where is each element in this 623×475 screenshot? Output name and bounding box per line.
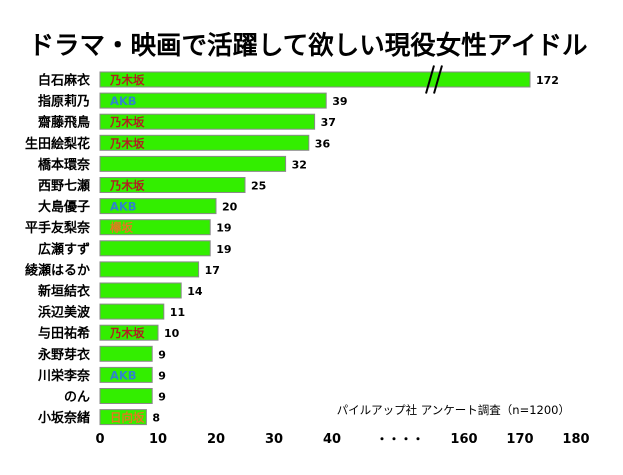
group-label: 乃木坂 xyxy=(109,179,145,193)
category-label: 指原莉乃 xyxy=(38,94,90,110)
bar xyxy=(99,282,182,299)
group-label: 日向坂 xyxy=(110,411,145,425)
chart-title: ドラマ・映画で活躍して欲しい現役女性アイドル xyxy=(29,31,588,61)
group-label: 乃木坂 xyxy=(109,73,145,87)
bar xyxy=(99,240,211,257)
value-label: 19 xyxy=(216,243,231,256)
value-label: 10 xyxy=(164,327,180,340)
category-label: 川栄李奈 xyxy=(37,368,91,384)
bar xyxy=(99,345,153,362)
group-label: AKB xyxy=(110,200,137,214)
x-tick-label: 10 xyxy=(149,432,167,447)
bar xyxy=(99,92,327,109)
bar xyxy=(99,388,153,404)
bar xyxy=(99,409,147,426)
bar xyxy=(99,303,165,320)
axis-break-mark xyxy=(433,65,443,94)
category-label: 綾瀬はるか xyxy=(25,262,90,278)
value-label: 32 xyxy=(292,158,307,171)
value-label: 25 xyxy=(251,180,266,193)
axis-break-label: ・・・・ xyxy=(376,432,424,446)
category-label: 平手友梨奈 xyxy=(25,220,91,236)
bar xyxy=(99,261,200,278)
value-label: 19 xyxy=(216,222,231,235)
group-label: 乃木坂 xyxy=(109,326,145,340)
x-tick-label: 180 xyxy=(562,432,589,447)
value-label: 11 xyxy=(170,306,185,319)
category-label: 橋本環奈 xyxy=(38,157,91,173)
category-label: 広瀬すず xyxy=(38,241,90,257)
value-label: 9 xyxy=(158,391,166,404)
x-tick-label: 20 xyxy=(207,432,225,447)
x-tick-label: 160 xyxy=(450,432,477,447)
category-label: 永野芽衣 xyxy=(37,347,90,363)
category-label: 小坂奈緒 xyxy=(38,410,90,426)
source-note: パイルアップ社 アンケート調査（n=1200） xyxy=(337,403,570,417)
axis-break-mark xyxy=(425,65,435,94)
category-label: 与田祐希 xyxy=(38,326,90,342)
group-label: 乃木坂 xyxy=(109,136,145,150)
bar xyxy=(99,198,217,215)
category-label: のん xyxy=(64,390,90,405)
value-label: 36 xyxy=(315,137,331,150)
bar xyxy=(99,177,246,193)
category-label: 生田絵梨花 xyxy=(25,136,90,152)
value-label: 17 xyxy=(205,264,220,277)
value-label: 39 xyxy=(332,95,347,108)
value-label: 9 xyxy=(158,369,166,382)
category-label: 齋藤飛鳥 xyxy=(37,115,90,131)
group-label: AKB xyxy=(110,94,137,108)
value-label: 20 xyxy=(222,201,238,214)
x-tick-label: 170 xyxy=(506,432,533,447)
category-label: 白石麻衣 xyxy=(38,73,90,89)
group-label: 乃木坂 xyxy=(109,115,145,129)
bar xyxy=(99,71,531,88)
bar xyxy=(99,324,159,341)
value-label: 172 xyxy=(536,74,559,87)
bar xyxy=(99,155,287,172)
value-label: 9 xyxy=(158,348,166,361)
category-label: 浜辺美波 xyxy=(38,305,91,321)
x-tick-label: 30 xyxy=(265,432,283,447)
value-label: 8 xyxy=(152,412,160,425)
x-axis: 0 10 20 30 40 160 170 180 ・・・・ xyxy=(95,432,589,447)
category-label: 西野七瀬 xyxy=(38,178,90,194)
bar xyxy=(99,134,310,151)
group-label: AKB xyxy=(110,368,137,382)
bar xyxy=(99,219,211,236)
value-label: 37 xyxy=(321,116,336,129)
bar xyxy=(99,113,316,130)
x-tick-label: 40 xyxy=(323,432,341,447)
bar xyxy=(99,366,153,383)
x-tick-label: 0 xyxy=(95,432,104,447)
category-label: 新垣結衣 xyxy=(38,284,90,300)
group-label: 欅坂 xyxy=(110,221,133,235)
value-label: 14 xyxy=(187,285,203,298)
category-label: 大島優子 xyxy=(38,199,90,215)
